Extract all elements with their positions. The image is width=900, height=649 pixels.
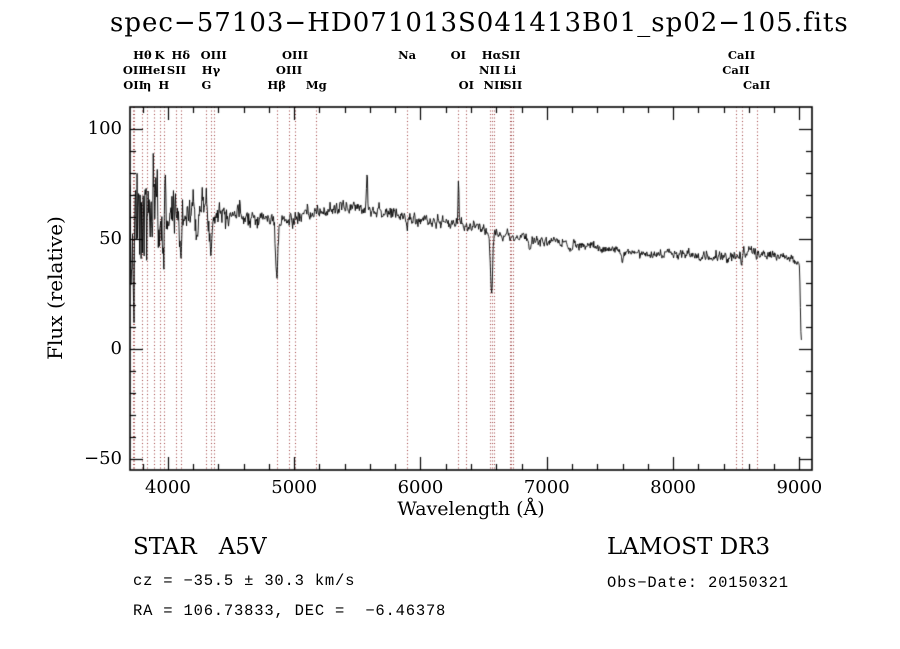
y-tick-label: 100 [87, 118, 122, 139]
spectral-line-label: Hγ [201, 63, 221, 77]
spectral-line-label: Mg [305, 78, 327, 92]
spectral-line-label: Hβ [267, 78, 286, 92]
spectral-line-label: OI [450, 48, 467, 62]
spectral-line-label: NII [479, 63, 501, 77]
spectral-line-label: NII [483, 78, 505, 92]
x-tick-label: 8000 [650, 477, 696, 498]
obs-date-text: Obs−Date: 20150321 [607, 574, 789, 592]
survey-text: LAMOST DR3 [607, 534, 771, 560]
spectral-line-label: Li [503, 63, 517, 77]
spectral-line-label: Hθ [133, 48, 152, 62]
spectral-line-label: SII [503, 78, 523, 92]
spectral-line-label: SII [166, 63, 186, 77]
spectral-line-label: η [142, 78, 152, 92]
x-tick-label: 6000 [397, 477, 444, 498]
spectral-line-label: OII [123, 78, 145, 92]
x-axis-label: Wavelength (Å) [397, 498, 545, 520]
spectral-line-label: CaII [722, 63, 750, 77]
plot-title: spec−57103−HD071013S041413B01_sp02−105.f… [110, 8, 849, 38]
spectral-line-label: H [158, 78, 170, 92]
spectral-line-label: SII [501, 48, 521, 62]
spectral-line-label: K [154, 48, 165, 62]
spectral-line-label: HeI [142, 63, 166, 77]
x-tick-label: 7000 [523, 477, 570, 498]
cz-text: cz = −35.5 ± 30.3 km/s [133, 572, 356, 590]
y-tick-label: 0 [110, 338, 122, 359]
classification-text: STAR A5V [133, 534, 267, 560]
ra-dec-text: RA = 106.73833, DEC = −6.46378 [133, 602, 447, 620]
y-tick-label: −50 [84, 448, 122, 469]
x-tick-label: 5000 [271, 477, 318, 498]
spectral-line-label: OIII [281, 48, 309, 62]
spectral-line-label: Na [398, 48, 417, 62]
spectral-line-label: OIII [275, 63, 303, 77]
spectral-line-label: OII [122, 63, 144, 77]
spectral-line-label: G [201, 78, 212, 92]
spectral-line-label: CaII [727, 48, 756, 62]
spectral-line-label: CaII [742, 78, 771, 92]
spectral-line-label: OI [458, 78, 475, 92]
spectral-line-label: Hα [481, 48, 502, 62]
x-tick-label: 9000 [776, 477, 823, 498]
spectral-line-label: OIII [200, 48, 227, 62]
y-tick-label: 50 [99, 228, 122, 249]
x-tick-label: 4000 [144, 477, 191, 498]
spectral-line-label: Hδ [171, 48, 191, 62]
